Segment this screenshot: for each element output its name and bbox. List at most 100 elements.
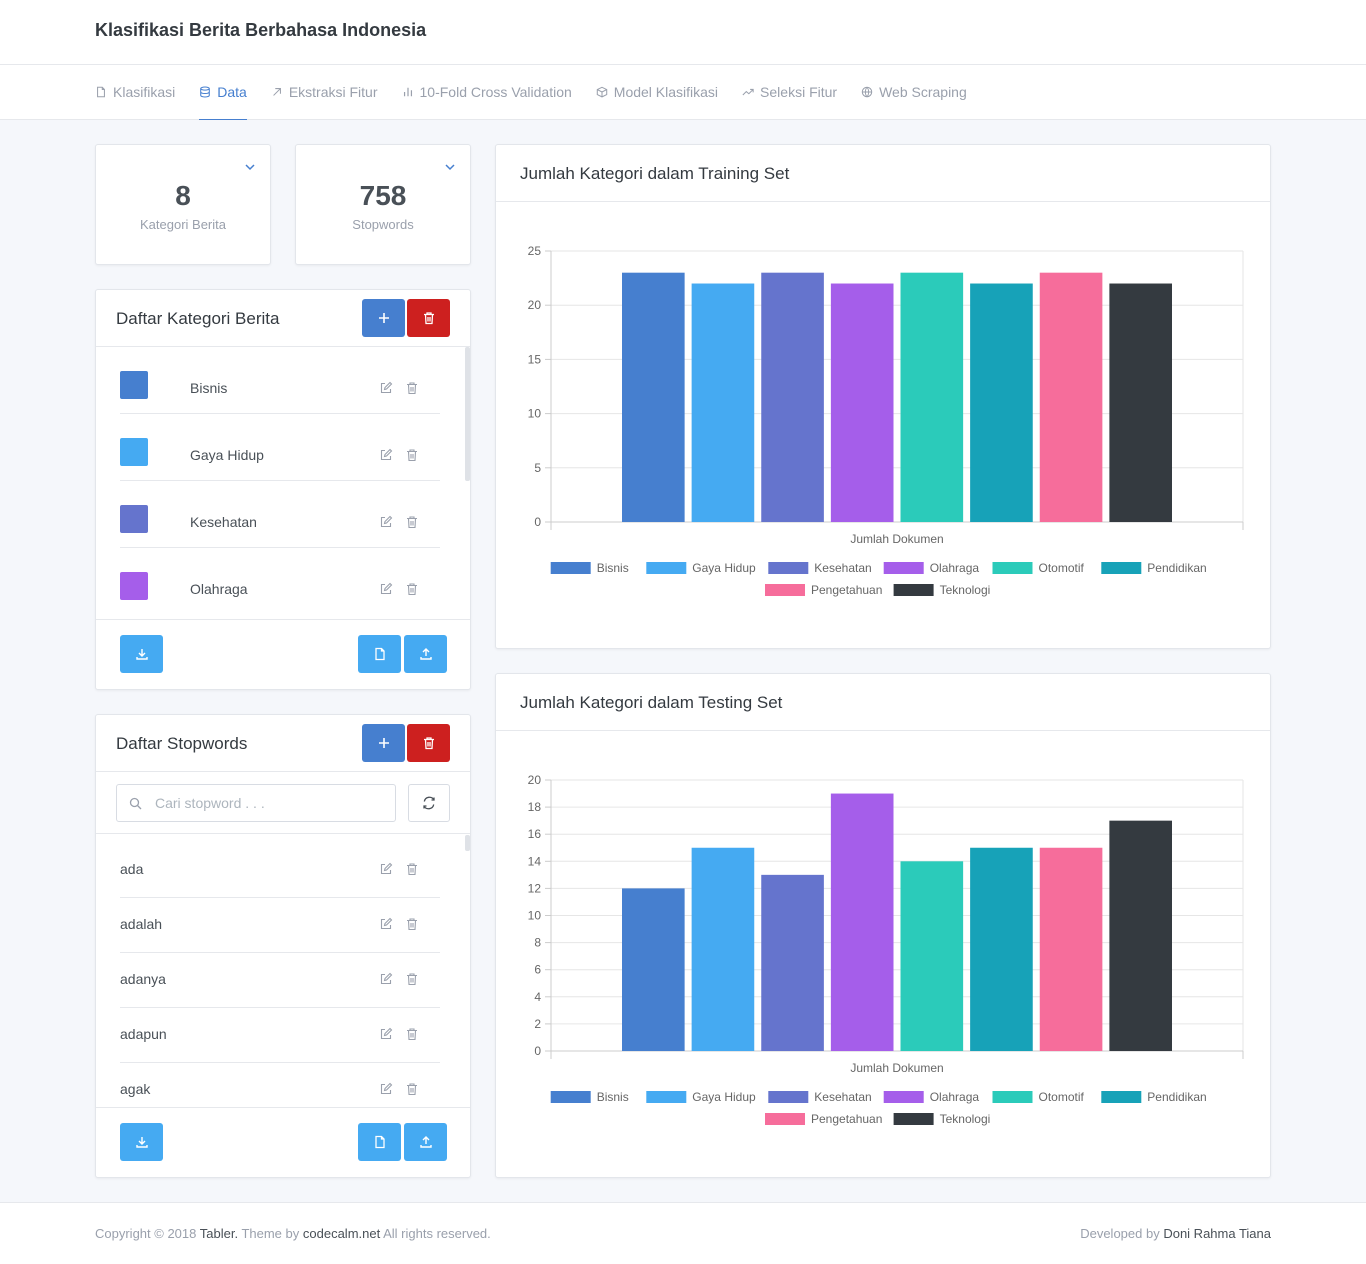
copyright-text: Copyright © 2018 — [95, 1226, 197, 1241]
trash-icon[interactable] — [405, 1082, 419, 1096]
add-kategori-button[interactable] — [362, 299, 405, 337]
legend-label: Gaya Hidup — [692, 561, 756, 575]
testing-chart-card: Jumlah Kategori dalam Testing Set 0 2 4 6 8 1… — [495, 673, 1271, 1178]
developer-credit: Developed by Doni Rahma Tiana — [1080, 1226, 1271, 1241]
legend-label: Otomotif — [1039, 561, 1085, 575]
nav-tab-data[interactable]: Data — [199, 65, 247, 120]
upload-icon — [419, 648, 432, 660]
stopword-label: adapun — [120, 1026, 167, 1042]
card-title: Daftar Kategori Berita — [116, 309, 280, 328]
legend-swatch — [646, 562, 687, 574]
trash-icon[interactable] — [405, 917, 419, 931]
nav-tab-klasifikasi[interactable]: Klasifikasi — [95, 65, 175, 120]
codecalm-link[interactable]: codecalm.net — [302, 1226, 381, 1241]
edit-icon[interactable] — [379, 1082, 393, 1096]
nav-tab-seleksi-fitur[interactable]: Seleksi Fitur — [742, 65, 837, 120]
kategori-card: Daftar Kategori Berita Bisnis Gaya Hidup K… — [95, 289, 471, 690]
bar-chart-icon — [403, 87, 412, 97]
chart-title: Jumlah Kategori dalam Testing Set — [520, 693, 783, 712]
color-swatch — [120, 572, 148, 600]
legend-label: Kesehatan — [814, 561, 871, 575]
stopword-row[interactable]: adalah — [120, 898, 440, 953]
trash-icon[interactable] — [405, 515, 419, 529]
database-icon — [200, 86, 211, 98]
new-file-kategori-button[interactable] — [358, 635, 401, 673]
legend-swatch — [992, 1091, 1033, 1103]
training-chart-card: Jumlah Kategori dalam Training Set 0 5 10 1… — [495, 144, 1271, 649]
legend-label: Pendidikan — [1147, 561, 1206, 575]
legend-swatch — [893, 584, 934, 596]
trash-icon[interactable] — [405, 582, 419, 596]
edit-icon[interactable] — [379, 448, 393, 462]
bar-bisnis — [622, 272, 685, 522]
upload-stopwords-button[interactable] — [404, 1123, 447, 1161]
delete-all-kategori-button[interactable] — [407, 299, 450, 337]
y-tick-label: 20 — [528, 773, 542, 787]
stopwords-card: Daftar Stopwords ada adalah adanya adapun ag… — [95, 714, 471, 1178]
edit-icon[interactable] — [379, 862, 393, 876]
nav-tab-model-klasifikasi[interactable]: Model Klasifikasi — [596, 65, 718, 120]
trash-icon[interactable] — [405, 448, 419, 462]
edit-icon[interactable] — [379, 1027, 393, 1041]
bar-olahraga — [830, 283, 894, 522]
nav-tab-web-scraping[interactable]: Web Scraping — [861, 65, 967, 120]
new-file-stopwords-button[interactable] — [358, 1123, 401, 1161]
download-stopwords-button[interactable] — [120, 1123, 163, 1161]
kategori-row[interactable]: Gaya Hidup — [120, 414, 440, 481]
add-stopword-button[interactable] — [362, 724, 405, 762]
edit-icon[interactable] — [379, 381, 393, 395]
trash-icon[interactable] — [405, 862, 419, 876]
nav-tab-label: Seleksi Fitur — [760, 84, 838, 100]
kategori-label: Olahraga — [190, 581, 248, 597]
chevron-down-icon[interactable] — [244, 161, 256, 173]
edit-icon[interactable] — [379, 582, 393, 596]
nav-tab-label: Ekstraksi Fitur — [288, 84, 378, 100]
legend-swatch — [765, 1113, 805, 1125]
bar-kesehatan — [761, 874, 824, 1051]
rights-text: All rights reserved. — [383, 1226, 491, 1241]
nav-tab-10-fold-cross-validation[interactable]: 10-Fold Cross Validation — [402, 65, 572, 120]
scrollbar-thumb[interactable] — [465, 347, 470, 481]
edit-icon[interactable] — [379, 917, 393, 931]
developer-link[interactable]: Doni Rahma Tiana — [1163, 1226, 1271, 1241]
upload-kategori-button[interactable] — [404, 635, 447, 673]
nav-tab-label: Web Scraping — [879, 84, 967, 100]
stopword-row[interactable]: adapun — [120, 1008, 440, 1063]
tabler-link[interactable]: Tabler. — [199, 1226, 239, 1241]
search-input[interactable] — [155, 793, 385, 813]
legend-label: Gaya Hidup — [692, 1090, 756, 1104]
upload-icon — [419, 1136, 432, 1148]
kategori-label: Bisnis — [190, 380, 228, 396]
download-kategori-button[interactable] — [120, 635, 163, 673]
edit-icon[interactable] — [379, 972, 393, 986]
trash-icon — [423, 737, 434, 750]
stopword-row[interactable]: agak — [120, 1063, 440, 1118]
legend-label: Teknologi — [940, 1112, 991, 1126]
refresh-icon — [423, 796, 435, 810]
file-icon — [374, 1135, 385, 1149]
trash-icon[interactable] — [405, 972, 419, 986]
refresh-button[interactable] — [408, 784, 450, 822]
brand-title[interactable]: Klasifikasi Berita Berbahasa Indonesia — [95, 20, 427, 40]
stopword-row[interactable]: adanya — [120, 953, 440, 1008]
scrollbar-thumb[interactable] — [465, 835, 470, 851]
nav-tab-label: Data — [217, 84, 247, 100]
y-tick-label: 10 — [528, 909, 542, 923]
bar-gaya-hidup — [691, 847, 755, 1051]
y-tick-label: 5 — [534, 461, 541, 475]
edit-icon[interactable] — [379, 515, 393, 529]
kategori-row[interactable]: Olahraga — [120, 548, 440, 615]
legend-label: Olahraga — [930, 561, 980, 575]
trash-icon[interactable] — [405, 1027, 419, 1041]
nav-tab-ekstraksi-fitur[interactable]: Ekstraksi Fitur — [271, 65, 378, 120]
card-footer — [96, 619, 470, 620]
y-tick-label: 18 — [528, 800, 542, 814]
chevron-down-icon[interactable] — [444, 161, 456, 173]
trash-icon[interactable] — [405, 381, 419, 395]
stopword-row[interactable]: ada — [120, 843, 440, 898]
y-tick-label: 15 — [528, 352, 542, 366]
kategori-row[interactable]: Bisnis — [120, 347, 440, 414]
nav-tab-label: 10-Fold Cross Validation — [419, 84, 572, 100]
kategori-row[interactable]: Kesehatan — [120, 481, 440, 548]
delete-all-stopwords-button[interactable] — [407, 724, 450, 762]
